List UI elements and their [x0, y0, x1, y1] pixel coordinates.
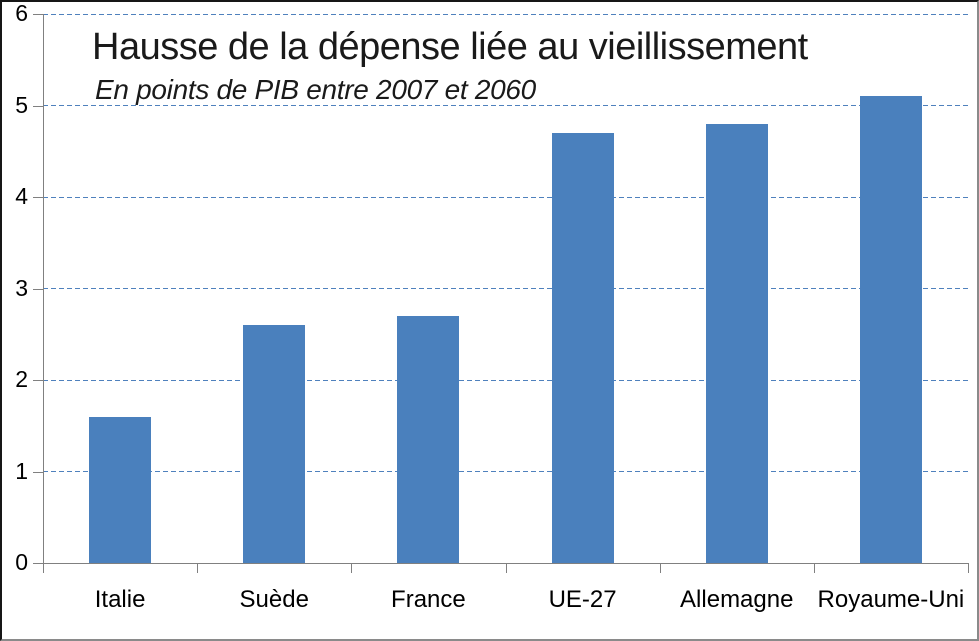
plot-area [43, 13, 968, 563]
x-tick-mark-1 [197, 563, 199, 573]
bar-Allemagne [705, 123, 768, 563]
bar-France [397, 315, 460, 563]
chart-title: Hausse de la dépense liée au vieillissem… [92, 26, 808, 68]
x-tick-mark-4 [659, 563, 661, 573]
bar-Italie [89, 416, 152, 563]
gridline-4 [43, 196, 968, 198]
bar-UE-27 [551, 132, 614, 563]
x-category-label-Allemagne: Allemagne [680, 586, 794, 613]
y-tick-label-1: 1 [15, 457, 28, 484]
y-tick-mark-1 [33, 471, 43, 473]
x-category-label-Suède: Suède [239, 586, 309, 613]
x-tick-mark-3 [505, 563, 507, 573]
y-tick-mark-5 [33, 105, 43, 107]
x-category-label-UE-27: UE-27 [548, 586, 617, 613]
y-tick-mark-2 [33, 380, 43, 381]
y-tick-mark-3 [33, 288, 43, 290]
gridline-1 [43, 471, 968, 472]
chart-subtitle: En points de PIB entre 2007 et 2060 [95, 74, 536, 105]
x-tick-mark-6 [968, 563, 969, 573]
y-tick-mark-4 [33, 197, 43, 198]
bar-Suède [243, 325, 306, 563]
bar-Royaume-Uni [859, 96, 922, 563]
y-tick-label-5: 5 [15, 91, 28, 118]
x-tick-mark-5 [813, 563, 815, 573]
y-tick-label-4: 4 [15, 182, 28, 209]
x-category-label-Royaume-Uni: Royaume-Uni [817, 586, 965, 613]
gridline-5 [43, 105, 968, 106]
gridline-6 [43, 13, 968, 15]
x-category-label-Italie: Italie [94, 586, 146, 613]
y-tick-label-0: 0 [15, 548, 28, 575]
x-tick-mark-2 [351, 563, 353, 573]
gridline-3 [43, 288, 968, 289]
x-category-label-France: France [391, 586, 466, 613]
y-tick-label-2: 2 [15, 365, 28, 392]
x-axis-line [33, 563, 968, 564]
y-tick-label-6: 6 [15, 0, 28, 26]
y-tick-mark-6 [33, 14, 43, 15]
y-axis-line [43, 14, 44, 573]
y-tick-label-3: 3 [15, 274, 28, 301]
gridline-2 [43, 379, 968, 381]
